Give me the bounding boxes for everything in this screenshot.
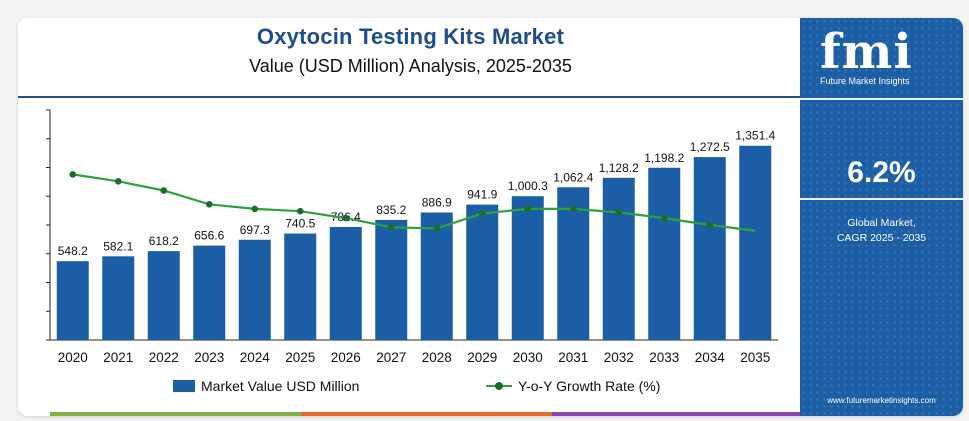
x-tick-label-2021: 2021 — [103, 350, 133, 365]
chart-legend: Market Value USD Million Y-o-Y Growth Ra… — [18, 378, 803, 398]
growth-rate-point-2023 — [205, 201, 213, 208]
x-tick-label-2031: 2031 — [558, 350, 588, 365]
bar-2026 — [329, 226, 362, 340]
bar-value-label-2020: 548.2 — [58, 244, 88, 258]
bar-value-label-2021: 582.1 — [103, 239, 133, 253]
strip-segment-purple — [552, 412, 803, 416]
growth-rate-point-2031 — [569, 205, 577, 213]
chart-plot: 548.2 2020 582.1 2021 618.2 2022 656.6 2023 697.… — [46, 109, 778, 365]
sidebar-panel: fmi Future Market Insights 6.2% Global M… — [800, 18, 963, 416]
bar-2023 — [193, 245, 226, 340]
growth-rate-point-2020 — [69, 171, 77, 178]
bar-value-label-2031: 1,062.4 — [553, 170, 593, 184]
growth-rate-point-2022 — [160, 187, 168, 194]
growth-rate-point-2025 — [296, 207, 304, 215]
sidebar-divider-top — [800, 98, 963, 100]
legend-item-growth-rate: Y-o-Y Growth Rate (%) — [486, 378, 660, 394]
bar-2024 — [238, 239, 271, 340]
sidebar-divider-middle — [800, 198, 963, 200]
x-tick-label-2022: 2022 — [149, 350, 179, 365]
x-tick-label-2028: 2028 — [422, 350, 452, 365]
bar-2025 — [284, 233, 317, 340]
chart-subtitle: Value (USD Million) Analysis, 2025-2035 — [249, 56, 572, 76]
bar-2030 — [511, 196, 544, 340]
bar-2032 — [602, 177, 635, 340]
logo-mark: fmi — [820, 24, 913, 80]
x-tick-label-2035: 2035 — [740, 350, 770, 365]
cagr-label: Global Market, CAGR 2025 - 2035 — [800, 216, 963, 246]
bar-2031 — [557, 187, 590, 340]
logo-name: Future Market Insights — [820, 76, 910, 86]
x-tick-label-2025: 2025 — [285, 350, 315, 365]
bar-value-label-2035: 1,351.4 — [735, 129, 775, 143]
growth-rate-point-2033 — [660, 214, 668, 222]
growth-rate-point-2028 — [433, 225, 441, 232]
bar-2033 — [648, 167, 681, 340]
x-tick-label-2024: 2024 — [240, 350, 271, 365]
cagr-label-line2: CAGR 2025 - 2035 — [836, 232, 927, 244]
bar-value-label-2024: 697.3 — [240, 223, 270, 237]
strip-segment-orange — [301, 412, 552, 416]
x-tick-label-2026: 2026 — [331, 350, 361, 365]
bar-2028 — [420, 212, 453, 340]
x-tick-label-2020: 2020 — [58, 350, 88, 365]
growth-rate-point-2027 — [387, 224, 395, 231]
bar-2029 — [466, 204, 499, 340]
growth-rate-point-2024 — [251, 205, 259, 213]
bar-value-label-2029: 941.9 — [467, 188, 497, 202]
bar-value-label-2028: 886.9 — [422, 196, 452, 210]
bar-value-label-2027: 835.2 — [376, 203, 406, 217]
x-tick-label-2032: 2032 — [604, 350, 634, 365]
growth-rate-point-2026 — [342, 214, 350, 222]
growth-rate-point-2021 — [114, 178, 122, 185]
bar-value-label-2023: 656.6 — [194, 229, 224, 243]
bar-value-label-2030: 1,000.3 — [508, 179, 548, 193]
sidebar-texture — [800, 18, 963, 416]
bar-2035 — [739, 145, 772, 340]
growth-rate-line — [72, 173, 756, 232]
bar-value-label-2033: 1,198.2 — [644, 151, 684, 165]
growth-rate-point-2034 — [706, 221, 714, 229]
x-tick-label-2023: 2023 — [194, 350, 224, 365]
bar-2034 — [693, 157, 726, 340]
title-divider — [18, 96, 803, 98]
bar-2022 — [147, 251, 180, 340]
bar-value-label-2025: 740.5 — [285, 217, 315, 231]
chart-card: Oxytocin Testing Kits Market Value (USD … — [18, 18, 963, 416]
legend-bar-swatch — [173, 380, 195, 392]
x-tick-label-2029: 2029 — [467, 350, 497, 365]
chart-title: Oxytocin Testing Kits Market — [256, 24, 565, 49]
legend-line-swatch — [486, 380, 512, 392]
growth-rate-point-2029 — [478, 210, 486, 217]
legend-bar-label: Market Value USD Million — [201, 378, 360, 394]
legend-line-label: Y-o-Y Growth Rate (%) — [518, 378, 661, 394]
bar-value-label-2022: 618.2 — [149, 234, 179, 248]
bar-value-label-2032: 1,128.2 — [599, 161, 639, 175]
website-link[interactable]: www.futuremarketinsights.com — [827, 396, 936, 405]
bar-2020 — [56, 261, 89, 340]
bottom-color-strip — [50, 412, 803, 416]
x-tick-label-2030: 2030 — [513, 350, 543, 365]
x-tick-label-2027: 2027 — [376, 350, 406, 365]
strip-segment-green — [50, 412, 301, 416]
cagr-value: 6.2% — [847, 156, 916, 189]
bar-2021 — [102, 256, 135, 340]
growth-rate-point-2032 — [615, 209, 623, 216]
cagr-label-line1: Global Market, — [847, 217, 916, 229]
bar-2027 — [375, 219, 408, 340]
legend-item-market-value: Market Value USD Million — [173, 378, 359, 394]
x-tick-label-2034: 2034 — [695, 350, 726, 365]
fmi-logo: fmi Future Market Insights — [820, 26, 945, 86]
bar-value-label-2034: 1,272.5 — [690, 140, 730, 154]
x-tick-label-2033: 2033 — [649, 350, 679, 365]
growth-rate-point-2030 — [524, 205, 532, 213]
